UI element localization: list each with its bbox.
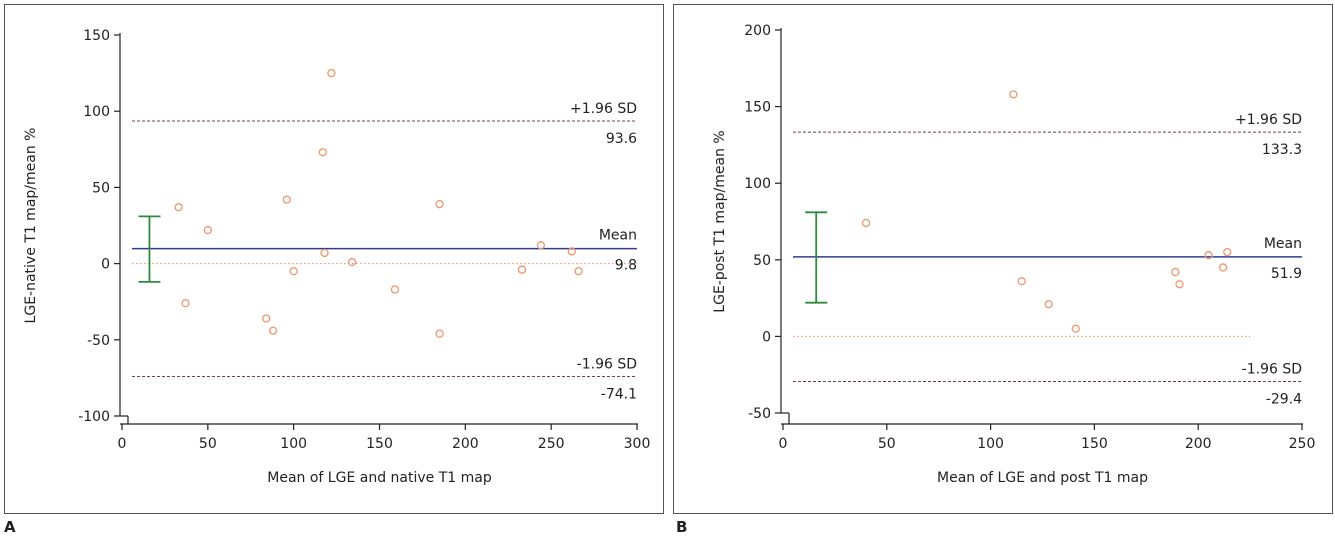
data-point [262,314,271,323]
data-point [567,247,576,256]
data-point [861,218,871,228]
data-point [318,148,328,157]
data-point [1223,247,1232,257]
lower-limit-label: -1.96 SD [577,357,637,373]
data-point [435,200,444,209]
y-axis-label: LGE-native T1 map/mean % [23,128,39,324]
data-point [435,329,444,338]
x-tick-label: 200 [1185,436,1212,452]
y-axis-label: LGE-post T1 map/mean % [712,130,728,312]
y-tick-label: 100 [744,176,771,192]
lower-limit-label: -1.96 SD [1242,361,1302,377]
data-point [1204,251,1213,260]
upper-limit-label: +1.96 SD [1235,112,1302,128]
panel-label-a: A [4,518,16,536]
data-point [282,195,291,204]
x-tick-label: 50 [199,436,217,452]
y-tick-label: 0 [101,257,110,273]
x-tick-label: 150 [1081,436,1108,452]
bland-altman-plot-a: -100 -50 0 50 100 150 0 50 100 150 200 250 300 Mean o… [23,28,651,486]
data-point [347,257,357,267]
x-tick-label: 0 [779,436,788,452]
x-tick-label: 100 [280,436,307,452]
data-point [517,265,527,274]
data-point [320,248,329,258]
x-tick-label: 50 [878,436,896,452]
data-point [181,299,190,308]
data-point [1009,90,1018,99]
bland-altman-plot-b: -50 0 50 100 150 200 0 50 100 150 200 250 Mean of LG… [712,23,1316,486]
data-point [289,267,298,276]
y-tick-label: -50 [87,333,110,349]
mean-value: 9.8 [615,258,637,274]
x-tick-label: 100 [977,436,1004,452]
data-point [1071,324,1080,333]
data-point [1017,277,1026,286]
y-tick-label: 200 [744,23,771,39]
data-point [327,68,336,78]
upper-limit-value: 133.3 [1262,142,1302,158]
x-tick-label: 200 [452,436,479,452]
x-tick-label: 0 [118,436,127,452]
y-tick-label: 150 [83,28,110,44]
data-point [536,241,546,250]
upper-limit-value: 93.6 [606,131,637,147]
data-point [574,267,583,276]
x-tick-label: 250 [538,436,565,452]
y-tick-label: 50 [753,253,771,269]
y-tick-label: 150 [744,100,771,116]
chart-panel-a: -100 -50 0 50 100 150 0 50 100 150 200 250 300 Mean o… [4,4,664,514]
x-tick-label: 250 [1289,436,1316,452]
data-point [1175,280,1184,289]
y-tick-label: -100 [78,409,110,425]
x-axis-label: Mean of LGE and native T1 map [267,470,492,486]
x-tick-label: 150 [366,436,393,452]
mean-label: Mean [1264,236,1302,252]
y-tick-label: 0 [762,329,771,345]
panel-label-b: B [676,518,688,536]
x-tick-label: 300 [624,436,651,452]
data-point [268,326,278,335]
y-tick-label: 100 [83,104,110,120]
y-tick-label: 50 [92,180,110,196]
data-point [1218,263,1228,272]
y-tick-label: -50 [748,406,771,422]
data-point [174,203,183,212]
mean-value: 51.9 [1271,266,1302,282]
data-point [390,285,400,294]
data-point [1044,300,1053,309]
lower-limit-value: -29.4 [1266,391,1302,407]
x-axis-label: Mean of LGE and post T1 map [937,470,1148,486]
data-point [1171,267,1180,277]
data-point [203,225,212,235]
upper-limit-label: +1.96 SD [570,101,637,117]
chart-panel-b: -50 0 50 100 150 200 0 50 100 150 200 250 Mean of LG… [673,4,1333,514]
mean-label: Mean [599,228,637,244]
lower-limit-value: -74.1 [601,387,637,403]
